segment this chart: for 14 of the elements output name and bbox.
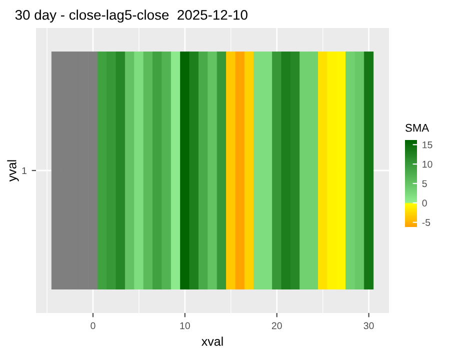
color-bar-label: 5	[422, 180, 427, 188]
x-tick-label: 10	[180, 322, 190, 330]
chart-title: 30 day - close-lag5-close 2025-12-10	[15, 10, 248, 23]
color-bar-label: 0	[422, 200, 427, 207]
y-axis-title: yval	[7, 160, 19, 182]
x-tick-label: 20	[272, 322, 282, 330]
x-axis-title: xval	[202, 336, 223, 346]
x-tick-label: 30	[364, 322, 374, 330]
x-tick-label: 0	[90, 322, 96, 330]
color-bar-label: 15	[422, 141, 432, 148]
color-bar-label: -5	[422, 219, 430, 226]
color-bar-label: 10	[422, 160, 432, 168]
y-tick-label: 1	[22, 167, 26, 174]
color-bar-title: SMA	[406, 124, 430, 132]
